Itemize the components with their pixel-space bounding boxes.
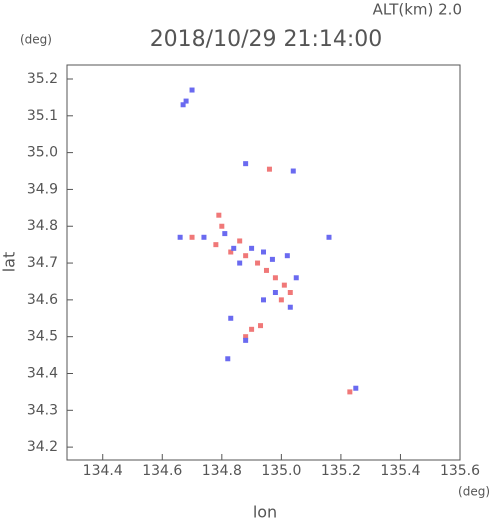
echo-point [266,166,272,172]
x-tick-label: 135.2 [321,463,361,479]
x-tick-label: 135.4 [380,463,420,479]
y-tick-label: 34.9 [27,181,58,197]
echo-point [189,234,195,240]
echo-point [293,275,299,281]
x-tick-label: 134.8 [202,463,242,479]
y-tick-label: 34.6 [27,292,58,308]
y-tick-label: 34.4 [27,365,58,381]
echo-point [287,290,293,296]
echo-point [243,337,249,343]
x-tick-label: 134.6 [142,463,182,479]
echo-point [261,297,266,303]
x-tick-label: 134.4 [83,463,123,479]
altitude-label: ALT(km) 2.0 [373,1,462,19]
echo-point [347,389,353,395]
echo-point [225,356,231,362]
y-tick-label: 35.1 [27,108,58,124]
echo-point [231,245,237,251]
echo-point [272,275,278,281]
echo-point [237,238,243,244]
echo-point [272,290,278,296]
echo-point [180,102,186,108]
echo-point [287,304,293,310]
echo-point [249,245,255,251]
echo-point [222,231,228,237]
x-axis-label: lon [253,503,277,521]
x-tick-label: 135.0 [261,463,301,479]
y-tick-label: 34.8 [27,218,58,234]
echo-point [263,267,269,273]
y-tick-label: 34.5 [27,329,58,345]
echo-point [213,242,219,248]
y-tick-label: 34.2 [27,439,58,455]
echo-point [243,161,249,167]
echo-point [216,212,222,218]
y-tick-label: 35.0 [27,145,58,161]
echo-point [177,234,183,240]
echo-point [228,315,234,321]
echo-point [228,249,234,255]
echo-point [278,297,284,303]
echo-point [189,87,195,93]
echo-point [219,223,225,229]
echo-point [255,260,261,266]
plot-frame [66,64,461,461]
echo-point [269,256,275,262]
y-tick-label: 34.7 [27,255,58,271]
echo-point [237,260,243,266]
y-unit: (deg) [20,33,52,47]
echo-point [183,98,189,104]
y-tick-label: 34.3 [27,402,58,418]
echo-point [284,253,290,259]
x-tick-label: 135.6 [440,463,480,479]
echo-point [249,326,255,332]
x-unit: (deg) [458,485,490,499]
chart-title: 2018/10/29 21:14:00 [150,27,383,52]
echo-point [261,249,266,255]
echo-point [290,168,296,174]
echo-point [201,234,207,240]
echo-point [243,253,249,259]
echo-point [258,323,264,329]
y-axis-label: lat [0,252,19,273]
echo-point [353,385,359,391]
echo-point [243,334,249,340]
y-tick-label: 35.2 [27,71,58,87]
echo-point [281,282,287,288]
echo-point [326,234,332,240]
